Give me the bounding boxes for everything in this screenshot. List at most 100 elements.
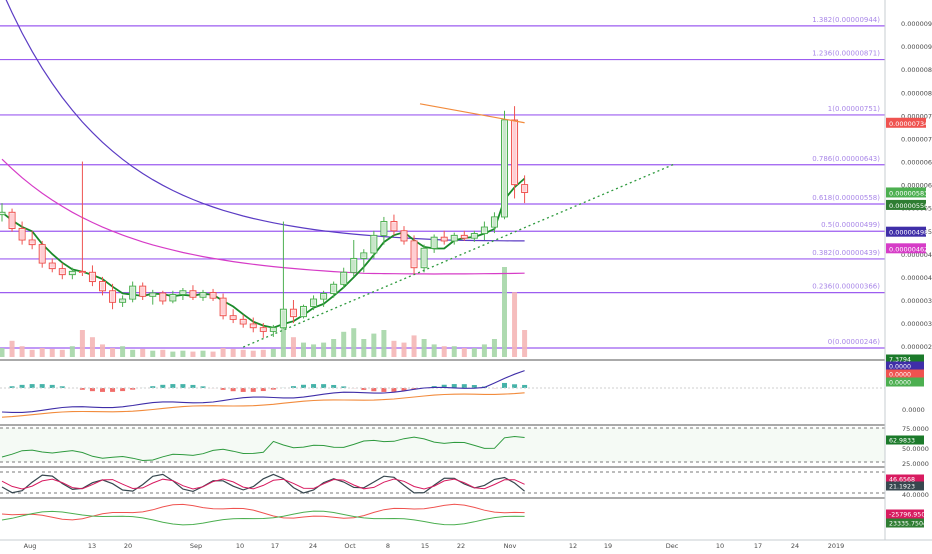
candle[interactable] <box>411 235 417 274</box>
candle-fill <box>322 295 326 299</box>
volume-bar <box>261 350 266 357</box>
volume-bar <box>422 339 427 357</box>
time-tick-label: 12 <box>569 542 577 550</box>
candle[interactable] <box>190 285 196 300</box>
candle-fill <box>80 272 84 273</box>
histogram-bar <box>381 388 386 392</box>
volume-bar <box>341 332 346 357</box>
candle[interactable] <box>401 226 407 244</box>
candle-fill <box>151 294 155 295</box>
candle-fill <box>513 121 517 184</box>
volume-bars <box>0 267 527 357</box>
volume-bar <box>442 346 447 357</box>
candle[interactable] <box>230 309 236 323</box>
candle-fill <box>181 292 185 294</box>
candle-fill <box>382 223 386 235</box>
time-tick-label: 24 <box>791 542 799 550</box>
price-tick-label: 0.00000400 <box>901 274 932 282</box>
candle[interactable] <box>130 282 136 303</box>
indicator-badge-label: 0.0000 <box>889 380 911 387</box>
candle-fill <box>101 283 105 290</box>
candle[interactable] <box>371 231 377 259</box>
moving-average-mid <box>2 159 525 274</box>
candle-fill <box>372 236 376 252</box>
time-tick-label: Nov <box>504 542 517 550</box>
histogram-bar <box>311 384 316 388</box>
candle[interactable] <box>120 295 126 307</box>
volume-bar <box>140 349 145 357</box>
volume-bar <box>381 330 386 357</box>
fib-level-label: 0.236(0.00000366) <box>812 283 880 291</box>
volume-bar <box>301 343 306 357</box>
volume-bar <box>502 267 507 357</box>
candle[interactable] <box>331 282 337 298</box>
volume-bar <box>331 339 336 357</box>
candle[interactable] <box>89 265 95 286</box>
candle[interactable] <box>220 294 226 320</box>
candle-fill <box>422 249 426 266</box>
candle[interactable] <box>180 288 186 300</box>
fib-level-label: 0.786(0.00000643) <box>812 155 880 163</box>
histogram-bar <box>30 384 35 388</box>
candle-fill <box>352 259 356 271</box>
candle-fill <box>191 292 195 296</box>
candle[interactable] <box>200 290 206 301</box>
candle[interactable] <box>280 222 286 329</box>
price-axis[interactable]: 0.000009500.000009000.000008500.00000800… <box>885 0 932 550</box>
indicator-badge-label: 62.9833 <box>889 438 915 445</box>
volume-bar <box>130 350 135 357</box>
time-tick-label: 13 <box>88 542 96 550</box>
volume-bar <box>100 344 105 357</box>
histogram-bar <box>110 388 115 392</box>
time-tick-label: 22 <box>457 542 465 550</box>
candle[interactable] <box>59 263 65 279</box>
candle[interactable] <box>421 245 427 273</box>
candlesticks[interactable] <box>0 106 528 338</box>
price-tick-label: 0.00000650 <box>901 159 932 167</box>
macd-line <box>2 371 525 413</box>
volume-bar <box>291 337 296 357</box>
candle-fill <box>472 235 476 238</box>
volume-bar <box>512 292 517 357</box>
volume-bar <box>371 334 376 357</box>
candle[interactable] <box>351 240 357 277</box>
candle[interactable] <box>481 222 487 240</box>
candle[interactable] <box>391 215 397 236</box>
candle[interactable] <box>301 305 307 319</box>
candle[interactable] <box>160 291 166 305</box>
candle-fill <box>0 213 4 214</box>
volume-bar <box>90 337 95 357</box>
candle[interactable] <box>0 203 5 221</box>
price-tick-label: 0.00000700 <box>901 135 932 143</box>
volume-bar <box>462 348 467 357</box>
volume-bar <box>70 346 75 357</box>
candle[interactable] <box>9 209 15 232</box>
candle[interactable] <box>39 241 45 268</box>
candle[interactable] <box>140 282 146 300</box>
price-badge-label: 0.00000583 <box>889 189 928 197</box>
volume-bar <box>231 349 236 357</box>
volume-bar <box>251 351 256 357</box>
candle[interactable] <box>49 258 55 272</box>
time-tick-label: 15 <box>421 542 429 550</box>
volume-bar <box>201 351 206 357</box>
time-tick-label: Sep <box>190 542 202 550</box>
volume-bar <box>432 344 437 357</box>
candle[interactable] <box>441 231 447 245</box>
volume-bar <box>0 348 5 357</box>
fib-level-label: 0.618(0.00000558) <box>812 194 880 202</box>
time-tick-label: Aug <box>24 542 37 550</box>
time-tick-label: Dec <box>666 542 679 550</box>
candle[interactable] <box>502 111 508 219</box>
volume-bar <box>241 350 246 357</box>
time-tick-label: Oct <box>344 542 356 550</box>
candle[interactable] <box>461 231 467 241</box>
candle[interactable] <box>210 289 216 301</box>
resistance-line <box>420 104 525 123</box>
histogram-bar <box>170 384 175 388</box>
candle[interactable] <box>431 234 437 252</box>
indicator-badge-label: 21.1923 <box>889 484 915 491</box>
